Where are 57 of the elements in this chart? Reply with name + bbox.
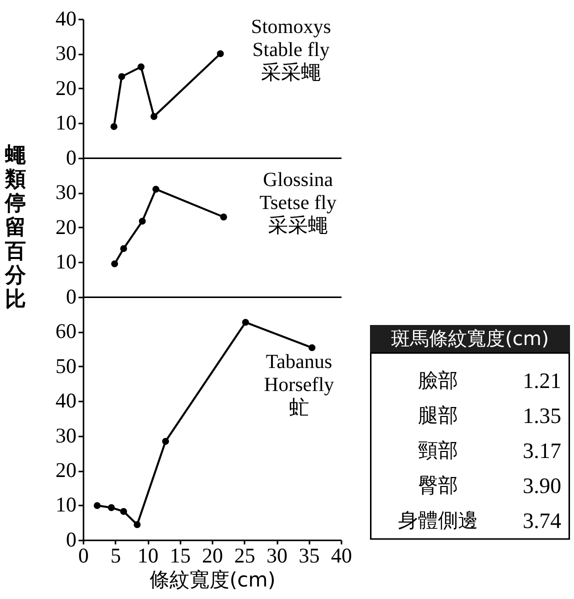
- y-tick-label: 20: [56, 458, 76, 482]
- y-tick-label: 30: [56, 41, 76, 66]
- y-tick-label: 10: [56, 110, 76, 135]
- series-label: Glossina Tsetse fly 采采蠅: [260, 169, 336, 237]
- category-label: 臀部: [418, 473, 458, 497]
- x-tick-label: 30: [266, 543, 288, 568]
- point: [120, 245, 128, 252]
- point: [162, 438, 170, 445]
- point: [138, 63, 145, 70]
- point: [134, 521, 141, 528]
- point: [150, 113, 158, 120]
- point: [94, 502, 101, 510]
- series-label: Tabanus Horsefly 虻: [264, 351, 334, 419]
- text: 斑馬條紋寬度(cm): [391, 328, 549, 350]
- y-tick-label: 10: [56, 492, 76, 517]
- point: [111, 260, 118, 268]
- point: [152, 186, 160, 193]
- text: 3.17: [522, 438, 562, 463]
- x-tick-label: 20: [202, 543, 223, 568]
- y-tick-label: 30: [56, 180, 76, 204]
- category-label: 頸部: [418, 438, 458, 462]
- point: [242, 318, 250, 326]
- y-tick-label: 20: [56, 214, 76, 239]
- text: 1.35: [522, 403, 562, 428]
- text: 3.74: [522, 508, 562, 533]
- x-tick-label: 35: [298, 543, 320, 568]
- y-tick-label: 30: [56, 423, 76, 448]
- point: [220, 214, 228, 220]
- y-tick-label: 20: [56, 76, 76, 100]
- text: 3.90: [522, 473, 562, 498]
- x-tick-label: 25: [234, 543, 256, 568]
- x-tick-label: 5: [110, 543, 121, 568]
- category-label: 腿部: [418, 403, 458, 427]
- y-tick-label: 0: [66, 284, 76, 308]
- category-label: 臉部: [418, 368, 458, 392]
- point: [118, 73, 126, 80]
- y-tick-label: 0: [66, 145, 76, 170]
- point: [308, 344, 316, 352]
- point: [120, 508, 128, 515]
- y-axis-title: 蠅類停留百分比: [4, 142, 27, 311]
- point: [110, 123, 118, 130]
- point: [108, 504, 115, 512]
- y-tick-label: 10: [56, 250, 76, 274]
- y-tick-label: 60: [56, 319, 76, 344]
- x-tick-label: 40: [331, 543, 352, 568]
- x-tick-label: 15: [170, 543, 191, 568]
- x-tick-label: 10: [138, 543, 158, 568]
- y-tick-label: 40: [56, 6, 76, 30]
- point: [216, 50, 224, 58]
- category-label: 身體側邊: [398, 508, 478, 532]
- y-tick-label: 50: [56, 354, 76, 378]
- text: 1.21: [522, 368, 562, 393]
- point: [138, 218, 146, 225]
- x-axis-title: 條紋寬度(cm): [149, 567, 276, 592]
- y-tick-label: 0: [66, 527, 76, 552]
- y-tick-label: 40: [56, 388, 76, 413]
- series-label: Stomoxys Stable fly 采采蠅: [250, 16, 332, 84]
